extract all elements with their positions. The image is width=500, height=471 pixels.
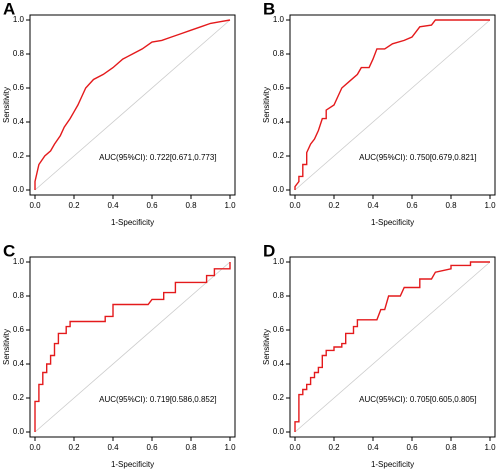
reference-line — [294, 19, 491, 191]
y-axis-label: Sensitivity — [262, 87, 271, 123]
y-tick-label: 0.0 — [13, 185, 25, 194]
x-tick-label: 0.2 — [328, 201, 340, 210]
y-tick-label: 0.6 — [13, 83, 25, 92]
annotation: AUC(95%CI): 0.705[0.605,0.805] — [359, 395, 476, 404]
x-tick-label: 0.6 — [146, 201, 158, 210]
y-tick-label: 0.8 — [273, 49, 285, 58]
y-tick-label: 0.8 — [13, 291, 25, 300]
panel-label: D — [263, 241, 275, 260]
y-tick-label: 0.2 — [13, 151, 25, 160]
y-axis-label: Sensitivity — [262, 329, 271, 365]
y-tick-label: 0.0 — [273, 427, 285, 436]
y-tick-label: 1.0 — [273, 257, 285, 266]
plot-box — [29, 256, 236, 438]
y-tick-label: 0.4 — [273, 359, 285, 368]
x-axis-label: 1-Specificity — [111, 460, 154, 469]
plot-box — [289, 256, 496, 438]
panel-label: B — [263, 0, 275, 18]
y-axis-label: Sensitivity — [2, 329, 11, 365]
y-tick-label: 0.6 — [273, 83, 285, 92]
annotation: AUC(95%CI): 0.722[0.671,0.773] — [99, 153, 216, 162]
x-tick-label: 0.2 — [68, 443, 80, 452]
x-tick-label: 0.4 — [107, 443, 119, 452]
x-tick-label: 0.4 — [107, 201, 119, 210]
y-tick-label: 1.0 — [13, 15, 25, 24]
panel-label: A — [3, 0, 15, 18]
reference-line — [294, 261, 491, 433]
roc-curve — [294, 261, 490, 432]
plot-box — [29, 14, 236, 196]
y-tick-label: 0.6 — [273, 325, 285, 334]
x-tick-label: 1.0 — [224, 201, 236, 210]
x-tick-label: 0.6 — [406, 443, 418, 452]
x-tick-label: 0.0 — [289, 443, 301, 452]
annotation: AUC(95%CI): 0.719[0.586,0.852] — [99, 395, 216, 404]
y-tick-label: 0.2 — [273, 151, 285, 160]
plot-box — [289, 14, 496, 196]
y-tick-label: 0.0 — [273, 185, 285, 194]
y-tick-label: 0.4 — [13, 117, 25, 126]
y-tick-label: 0.2 — [13, 393, 25, 402]
reference-line — [34, 261, 231, 433]
x-tick-label: 0.0 — [29, 443, 41, 452]
x-tick-label: 0.6 — [146, 443, 158, 452]
reference-line — [34, 19, 231, 191]
x-tick-label: 1.0 — [224, 443, 236, 452]
x-tick-label: 0.4 — [367, 443, 379, 452]
x-tick-label: 0.6 — [406, 201, 418, 210]
y-tick-label: 1.0 — [13, 257, 25, 266]
roc-curve — [34, 19, 231, 190]
roc-curve — [34, 262, 231, 432]
x-tick-label: 0.4 — [367, 201, 379, 210]
y-tick-label: 0.2 — [273, 393, 285, 402]
annotation: AUC(95%CI): 0.750[0.679,0.821] — [359, 153, 476, 162]
roc-curve — [294, 19, 490, 190]
y-tick-label: 0.8 — [13, 49, 25, 58]
y-tick-label: 0.8 — [273, 291, 285, 300]
y-tick-label: 1.0 — [273, 15, 285, 24]
x-tick-label: 0.8 — [445, 443, 457, 452]
x-tick-label: 0.0 — [29, 201, 41, 210]
y-tick-label: 0.0 — [13, 427, 25, 436]
x-tick-label: 0.0 — [289, 201, 301, 210]
y-tick-label: 0.4 — [13, 359, 25, 368]
x-tick-label: 0.8 — [185, 201, 197, 210]
y-tick-label: 0.4 — [273, 117, 285, 126]
x-axis-label: 1-Specificity — [111, 218, 154, 227]
x-axis-label: 1-Specificity — [371, 460, 414, 469]
x-tick-label: 1.0 — [484, 201, 496, 210]
y-tick-label: 0.6 — [13, 325, 25, 334]
x-tick-label: 0.2 — [328, 443, 340, 452]
x-axis-label: 1-Specificity — [371, 218, 414, 227]
panel-label: C — [3, 241, 15, 260]
x-tick-label: 0.8 — [445, 201, 457, 210]
y-axis-label: Sensitivity — [2, 87, 11, 123]
x-tick-label: 0.2 — [68, 201, 80, 210]
x-tick-label: 1.0 — [484, 443, 496, 452]
x-tick-label: 0.8 — [185, 443, 197, 452]
